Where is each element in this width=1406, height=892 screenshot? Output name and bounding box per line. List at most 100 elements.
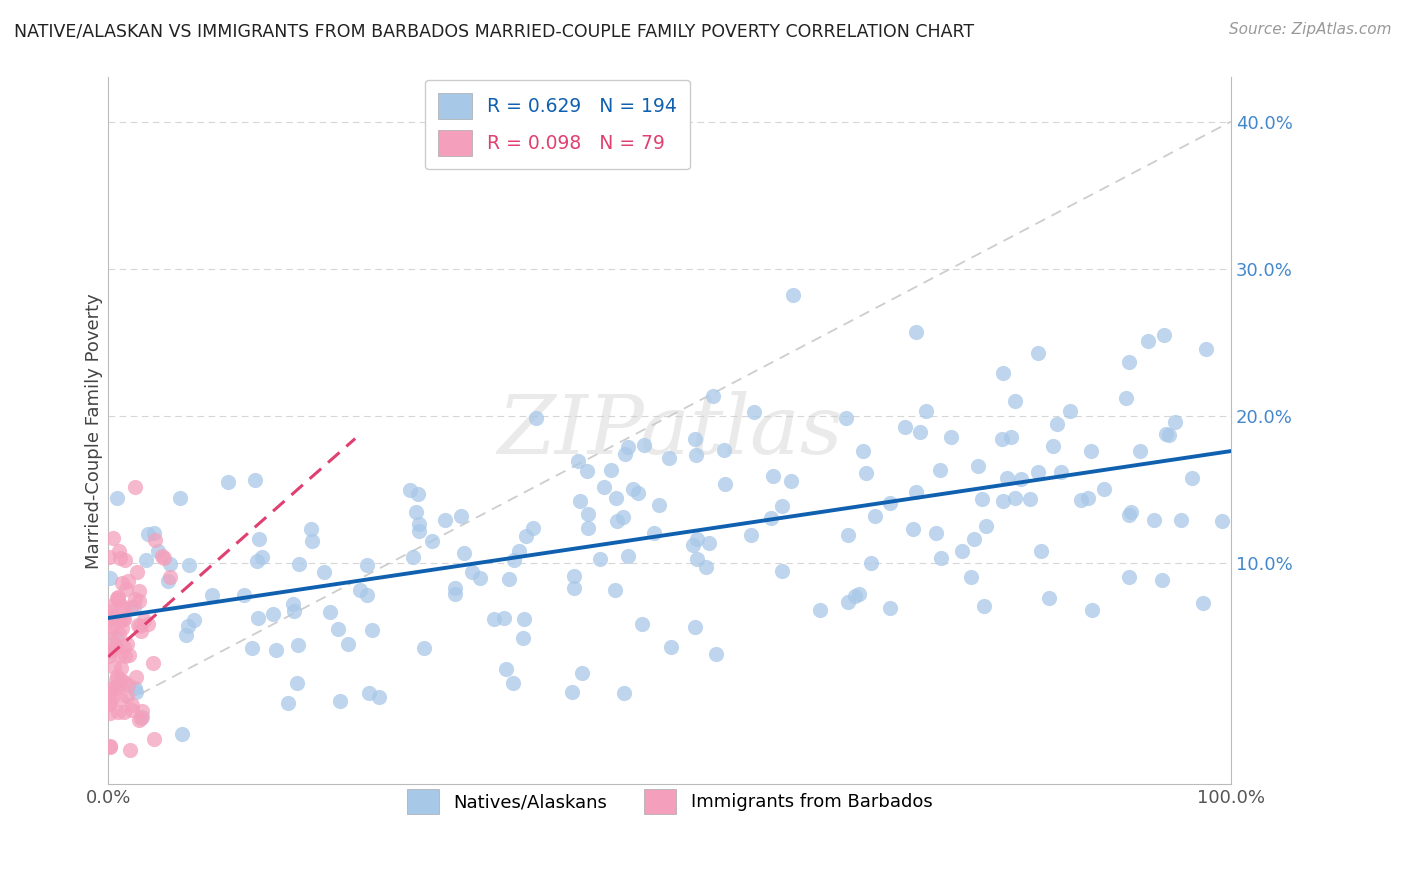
Point — [129, 711, 152, 725]
Point — [156, 574, 179, 589]
Point — [1038, 591, 1060, 606]
Point — [714, 477, 737, 491]
Point — [104, 673, 127, 687]
Point — [283, 604, 305, 618]
Point — [159, 570, 181, 584]
Point — [950, 543, 973, 558]
Point — [844, 590, 866, 604]
Point — [153, 550, 176, 565]
Point — [245, 473, 267, 487]
Point — [575, 464, 598, 478]
Point — [1042, 439, 1064, 453]
Point — [105, 680, 128, 694]
Point — [561, 685, 583, 699]
Point — [1004, 491, 1026, 505]
Point — [1059, 404, 1081, 418]
Point — [686, 532, 709, 546]
Point — [142, 526, 165, 541]
Point — [1152, 574, 1174, 588]
Point — [770, 499, 793, 513]
Point — [287, 557, 309, 571]
Point — [299, 522, 322, 536]
Point — [336, 637, 359, 651]
Point — [98, 740, 121, 755]
Point — [1192, 596, 1215, 610]
Point — [1129, 443, 1152, 458]
Point — [125, 670, 148, 684]
Point — [402, 549, 425, 564]
Point — [112, 599, 135, 614]
Point — [217, 475, 239, 489]
Point — [246, 611, 269, 625]
Point — [172, 727, 194, 741]
Point — [107, 591, 129, 605]
Point — [117, 678, 139, 692]
Point — [177, 558, 200, 572]
Point — [960, 570, 983, 584]
Point — [108, 676, 131, 690]
Point — [349, 583, 371, 598]
Point — [262, 607, 284, 621]
Point — [328, 622, 350, 636]
Point — [100, 599, 122, 613]
Point — [603, 582, 626, 597]
Point — [855, 467, 877, 481]
Point — [135, 553, 157, 567]
Point — [434, 513, 457, 527]
Point — [128, 584, 150, 599]
Point — [134, 613, 156, 627]
Point — [1137, 334, 1160, 349]
Point — [482, 612, 505, 626]
Point — [107, 593, 129, 607]
Point — [1026, 346, 1049, 360]
Point — [115, 690, 138, 704]
Point — [903, 522, 925, 536]
Point — [1046, 417, 1069, 431]
Point — [494, 611, 516, 625]
Point — [124, 480, 146, 494]
Point — [408, 516, 430, 531]
Point — [356, 558, 378, 573]
Point — [852, 443, 875, 458]
Point — [129, 624, 152, 638]
Point — [131, 709, 153, 723]
Point — [117, 574, 139, 588]
Point — [110, 661, 132, 675]
Point — [848, 587, 870, 601]
Point — [98, 697, 121, 711]
Point — [513, 612, 536, 626]
Point — [1170, 513, 1192, 527]
Point — [929, 550, 952, 565]
Point — [97, 686, 120, 700]
Point — [779, 474, 801, 488]
Point — [183, 613, 205, 627]
Point — [103, 637, 125, 651]
Point — [128, 713, 150, 727]
Point — [105, 640, 128, 654]
Point — [1164, 415, 1187, 429]
Point — [742, 405, 765, 419]
Point — [159, 558, 181, 572]
Point — [1118, 570, 1140, 584]
Point — [112, 706, 135, 720]
Point — [1092, 482, 1115, 496]
Point — [98, 739, 121, 753]
Point — [105, 630, 128, 644]
Point — [879, 601, 901, 615]
Point — [567, 454, 589, 468]
Point — [612, 510, 634, 524]
Point — [277, 696, 299, 710]
Point — [515, 529, 537, 543]
Point — [762, 469, 785, 483]
Point — [264, 643, 287, 657]
Point — [98, 706, 121, 720]
Point — [129, 619, 152, 633]
Point — [128, 594, 150, 608]
Point — [893, 420, 915, 434]
Point — [405, 505, 427, 519]
Point — [621, 482, 644, 496]
Point — [450, 509, 472, 524]
Point — [658, 451, 681, 466]
Point — [98, 612, 121, 626]
Point — [1154, 426, 1177, 441]
